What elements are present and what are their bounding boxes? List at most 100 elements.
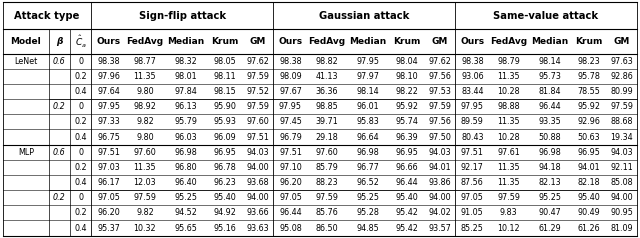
Text: Gaussian attack: Gaussian attack <box>319 11 409 21</box>
Text: 96.75: 96.75 <box>97 133 120 142</box>
Text: 95.93: 95.93 <box>214 117 237 126</box>
Text: 97.52: 97.52 <box>246 87 269 96</box>
Text: 97.56: 97.56 <box>428 117 451 126</box>
Text: 97.59: 97.59 <box>246 102 269 111</box>
Text: 97.95: 97.95 <box>356 57 380 66</box>
Text: 97.03: 97.03 <box>97 163 120 172</box>
Text: 97.96: 97.96 <box>97 72 120 81</box>
Text: Sign-flip attack: Sign-flip attack <box>138 11 226 21</box>
Text: 94.03: 94.03 <box>428 148 451 157</box>
Text: 50.63: 50.63 <box>578 133 600 142</box>
Text: $\hat{C}_a$: $\hat{C}_a$ <box>75 33 86 50</box>
Text: 93.06: 93.06 <box>461 72 484 81</box>
Text: 83.44: 83.44 <box>461 87 484 96</box>
Text: 98.14: 98.14 <box>356 87 379 96</box>
Text: 87.56: 87.56 <box>461 178 484 187</box>
Text: 95.40: 95.40 <box>214 193 237 202</box>
Text: 92.17: 92.17 <box>461 163 484 172</box>
Text: 50.88: 50.88 <box>538 133 561 142</box>
Text: 97.59: 97.59 <box>497 193 520 202</box>
Text: 97.59: 97.59 <box>246 72 269 81</box>
Text: 95.92: 95.92 <box>577 102 600 111</box>
Text: FedAvg: FedAvg <box>308 37 346 46</box>
Text: 98.10: 98.10 <box>396 72 419 81</box>
Text: 96.95: 96.95 <box>214 148 237 157</box>
Text: 97.59: 97.59 <box>133 193 156 202</box>
Text: Ours: Ours <box>460 37 484 46</box>
Text: 0: 0 <box>78 57 83 66</box>
Text: 96.01: 96.01 <box>356 102 379 111</box>
Text: 29.18: 29.18 <box>316 133 338 142</box>
Text: 96.40: 96.40 <box>175 178 197 187</box>
Text: 11.35: 11.35 <box>134 72 156 81</box>
Text: 0.2: 0.2 <box>74 163 87 172</box>
Text: 94.01: 94.01 <box>578 163 600 172</box>
Text: 0.4: 0.4 <box>74 87 87 96</box>
Text: 61.26: 61.26 <box>578 223 600 233</box>
Text: 96.78: 96.78 <box>214 163 237 172</box>
Text: 97.62: 97.62 <box>428 57 451 66</box>
Text: 92.11: 92.11 <box>611 163 633 172</box>
Text: 98.23: 98.23 <box>578 57 600 66</box>
Text: 0.4: 0.4 <box>74 133 87 142</box>
Text: 98.77: 98.77 <box>134 57 156 66</box>
Text: 97.50: 97.50 <box>428 133 451 142</box>
Text: 97.45: 97.45 <box>279 117 302 126</box>
Text: 92.96: 92.96 <box>578 117 600 126</box>
Text: 97.59: 97.59 <box>316 193 339 202</box>
Text: GM: GM <box>614 37 630 46</box>
Text: 96.98: 96.98 <box>538 148 561 157</box>
Text: 96.95: 96.95 <box>396 148 419 157</box>
Text: GM: GM <box>431 37 448 46</box>
Text: 96.98: 96.98 <box>356 148 379 157</box>
Text: 95.79: 95.79 <box>174 117 197 126</box>
Text: 0: 0 <box>78 148 83 157</box>
Text: 9.83: 9.83 <box>500 208 518 217</box>
Text: 94.03: 94.03 <box>246 148 269 157</box>
Text: 95.28: 95.28 <box>356 208 379 217</box>
Text: 88.23: 88.23 <box>316 178 338 187</box>
Text: 97.51: 97.51 <box>461 148 484 157</box>
Text: 10.32: 10.32 <box>134 223 156 233</box>
Text: 9.82: 9.82 <box>136 208 154 217</box>
Text: Model: Model <box>11 37 42 46</box>
Text: 0.2: 0.2 <box>74 208 87 217</box>
Text: 97.05: 97.05 <box>279 193 302 202</box>
Text: 10.28: 10.28 <box>497 133 520 142</box>
Text: 86.50: 86.50 <box>316 223 338 233</box>
Text: LeNet: LeNet <box>14 57 38 66</box>
Text: 94.02: 94.02 <box>428 208 451 217</box>
Text: 95.37: 95.37 <box>97 223 120 233</box>
Text: 97.60: 97.60 <box>246 117 269 126</box>
Text: 98.15: 98.15 <box>214 87 237 96</box>
Text: 85.08: 85.08 <box>611 178 633 187</box>
Text: 96.20: 96.20 <box>279 178 302 187</box>
Text: 89.59: 89.59 <box>461 117 484 126</box>
Text: 85.76: 85.76 <box>316 208 338 217</box>
Text: 36.36: 36.36 <box>316 87 338 96</box>
Text: 95.40: 95.40 <box>578 193 600 202</box>
Text: 95.78: 95.78 <box>578 72 600 81</box>
Text: 95.90: 95.90 <box>214 102 237 111</box>
Text: 97.60: 97.60 <box>316 148 338 157</box>
Text: 98.01: 98.01 <box>175 72 197 81</box>
Text: 11.35: 11.35 <box>497 117 520 126</box>
Text: 97.59: 97.59 <box>428 102 451 111</box>
Text: 98.82: 98.82 <box>316 57 338 66</box>
Text: 11.35: 11.35 <box>497 163 520 172</box>
Text: 96.17: 96.17 <box>97 178 120 187</box>
Text: 96.44: 96.44 <box>396 178 419 187</box>
Text: 94.00: 94.00 <box>246 163 269 172</box>
Text: GM: GM <box>250 37 266 46</box>
Text: Krum: Krum <box>394 37 421 46</box>
Text: 94.18: 94.18 <box>538 163 561 172</box>
Text: FedAvg: FedAvg <box>490 37 527 46</box>
Text: 97.84: 97.84 <box>175 87 197 96</box>
Text: 19.34: 19.34 <box>611 133 633 142</box>
Text: 94.00: 94.00 <box>428 193 451 202</box>
Text: 94.92: 94.92 <box>214 208 237 217</box>
Text: 61.29: 61.29 <box>538 223 561 233</box>
Text: 90.95: 90.95 <box>610 208 633 217</box>
Text: 9.80: 9.80 <box>136 133 154 142</box>
Text: 88.68: 88.68 <box>611 117 633 126</box>
